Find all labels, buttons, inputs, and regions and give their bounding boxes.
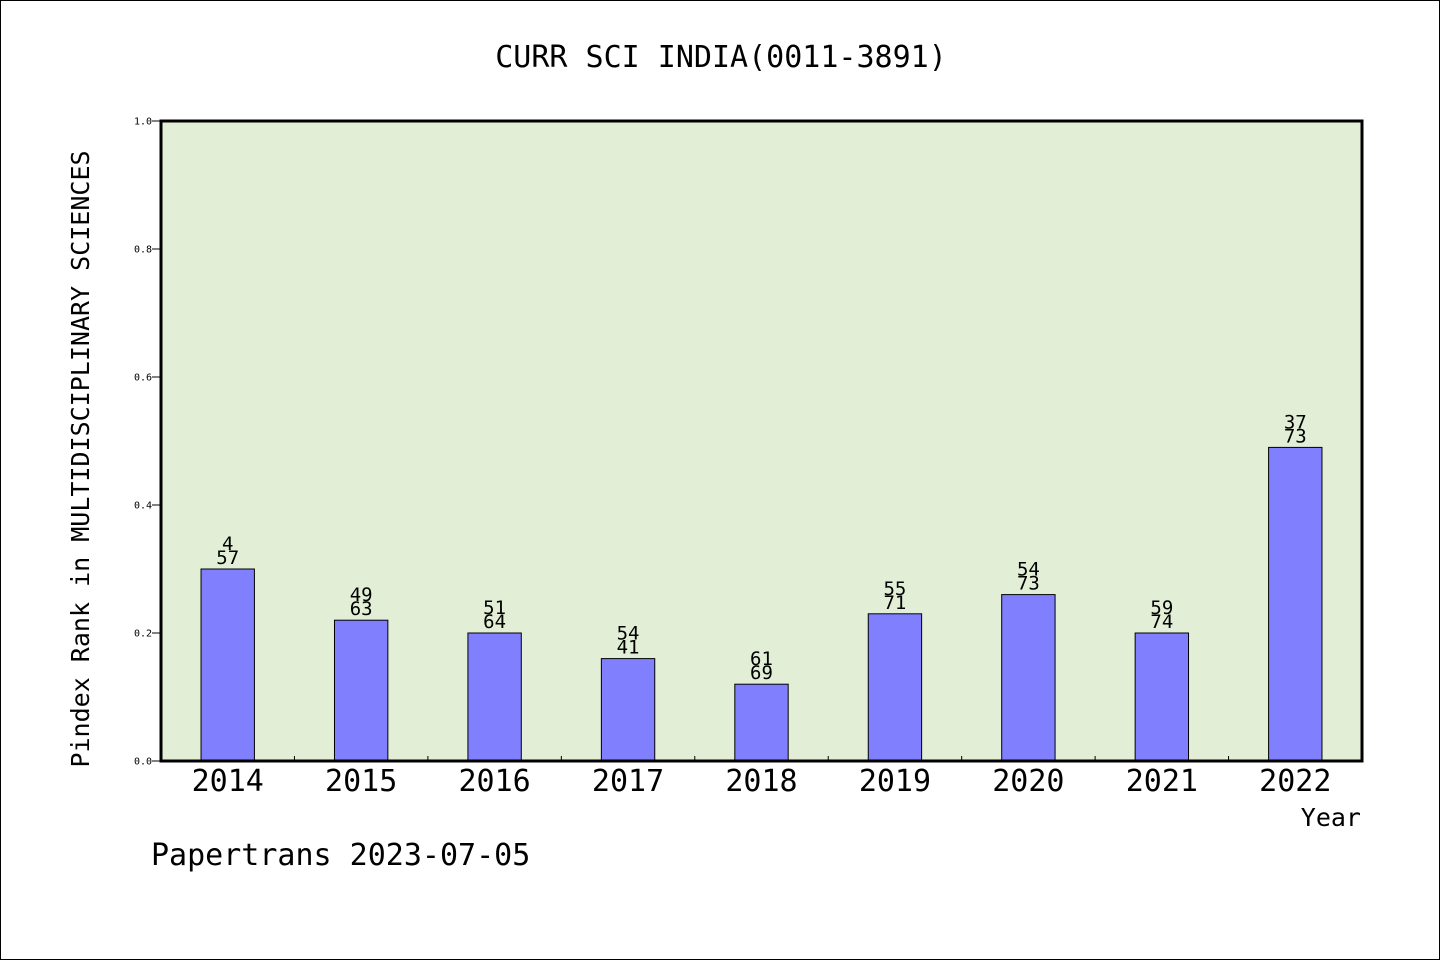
bar-label-top-2022: 37 [1284,411,1307,433]
bar-label-top-2020: 54 [1017,559,1040,581]
x-tick-label-2016: 2016 [458,764,530,799]
bar-label-top-2014: 4 [222,533,233,555]
x-axis-ticks: 2014 2015 2016 2017 2018 2019 2020 2021 2022 [192,756,1331,799]
x-tick-label-2021: 2021 [1126,764,1198,799]
x-tick-label-2014: 2014 [192,764,264,799]
y-tick-label: 0.4 [134,501,152,512]
x-axis-label: Year [1301,803,1361,832]
bar-label-bottom-2014: 57 [216,547,239,569]
bar-2019 [867,613,923,762]
y-tick-label: 0.6 [134,373,152,384]
bar-label-top-2015: 49 [350,584,373,606]
bar-label-top-2016: 51 [483,597,506,619]
y-axis-ticks: 0.0 0.2 0.4 0.6 0.8 1.0 [134,117,161,768]
bar-2016 [467,632,522,762]
bar-2017 [600,658,656,762]
bar-label-bottom-2016: 64 [483,611,506,633]
bar-label-top-2021: 59 [1150,597,1173,619]
bar-2018 [734,683,789,762]
x-tick-label-2020: 2020 [992,764,1064,799]
bar-label-top-2017: 54 [617,623,640,645]
plot-border [159,119,1364,763]
bar-label-bottom-2020: 73 [1017,573,1040,595]
y-axis-label: Pindex Rank in MULTIDISCIPLINARY SCIENCE… [66,150,95,767]
bar-label-bottom-2022: 73 [1284,425,1307,447]
bar-label-top-2018: 61 [750,648,773,670]
x-tick-label-2019: 2019 [859,764,931,799]
x-tick-label-2017: 2017 [592,764,664,799]
bar-2021 [1134,632,1190,762]
x-tick-label-2018: 2018 [725,764,797,799]
y-tick-label: 0.8 [134,245,152,256]
x-tick-label-2022: 2022 [1259,764,1331,799]
bar-label-top-2019: 55 [883,578,906,600]
y-tick-label: 1.0 [134,117,152,128]
bar-label-bottom-2018: 69 [750,662,773,684]
bar-label-bottom-2015: 63 [350,598,373,620]
bar-2015 [333,619,389,762]
y-tick-label: 0.2 [134,629,152,640]
bar-2022 [1268,446,1323,762]
x-tick-label-2015: 2015 [325,764,397,799]
footer-credit: Papertrans 2023-07-05 [151,838,530,873]
chart-title: CURR SCI INDIA(0011-3891) [495,40,947,75]
bar-2014 [200,568,255,762]
bar-label-bottom-2021: 74 [1150,611,1173,633]
bar-label-bottom-2019: 71 [883,592,906,614]
bar-label-bottom-2017: 41 [617,637,640,659]
bars-layer [200,446,1323,762]
bar-2020 [1001,594,1056,762]
y-tick-label: 0.0 [134,757,152,768]
